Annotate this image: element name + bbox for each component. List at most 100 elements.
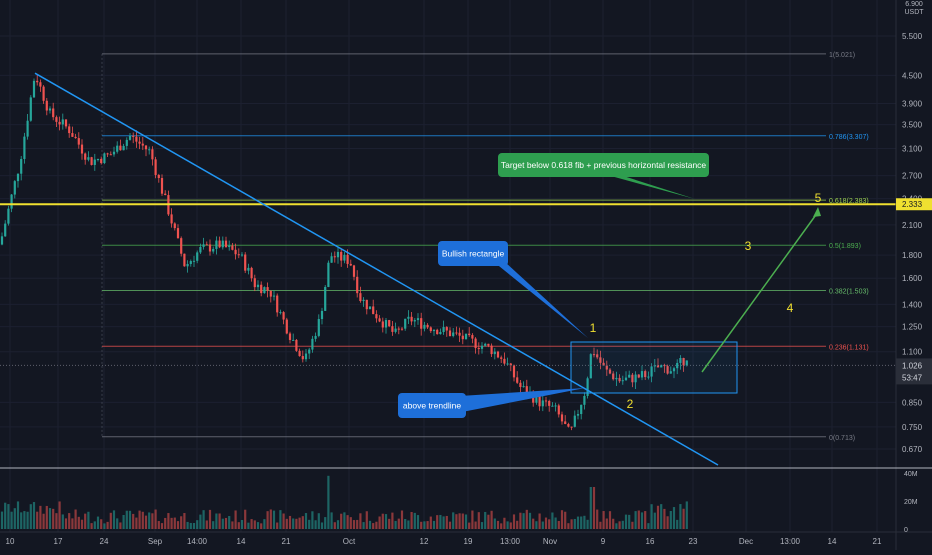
candle-body: [621, 380, 624, 382]
candle-body: [176, 228, 180, 239]
volume-bar: [330, 512, 333, 529]
volume-bar: [231, 521, 234, 529]
volume-bar: [439, 514, 442, 529]
candle-body: [244, 254, 247, 271]
volume-bar: [423, 521, 426, 529]
candle-body: [637, 374, 640, 378]
volume-bar: [612, 518, 615, 529]
trendline-callout-box: [398, 393, 466, 418]
volume-bar: [224, 517, 228, 529]
volume-bar: [551, 512, 554, 529]
candle-body: [164, 193, 167, 196]
candle-body: [608, 369, 612, 374]
candle-body: [439, 332, 442, 335]
volume-bar: [477, 512, 480, 529]
candle-body: [429, 327, 432, 332]
current-price-tag: 1.026: [902, 361, 923, 370]
candle-body: [679, 358, 682, 363]
volume-bar: [68, 513, 71, 529]
volume-bar: [199, 514, 202, 529]
candle-body: [404, 318, 407, 329]
candle-body: [509, 363, 512, 366]
candle-body: [378, 318, 381, 322]
candle-body: [327, 262, 330, 287]
candle-body: [64, 119, 68, 127]
volume-bar: [336, 520, 340, 529]
bullish-rectangle: [570, 341, 738, 394]
candle-body: [400, 328, 404, 330]
volume-bar: [525, 509, 528, 529]
volume-bar: [567, 523, 570, 529]
price-tick-label: 4.500: [902, 71, 923, 80]
volume-bar: [167, 513, 170, 529]
candle-body: [548, 400, 551, 406]
volume-bar: [496, 520, 500, 529]
candle-body: [128, 135, 132, 140]
candle-body: [624, 377, 628, 381]
volume-bar: [599, 521, 602, 529]
candle-body: [519, 382, 522, 387]
time-tick-label: 23: [689, 537, 698, 546]
candle-body: [234, 249, 237, 255]
volume-bar: [368, 520, 372, 529]
candle-body: [109, 154, 112, 156]
candle-body: [676, 362, 679, 369]
candle-body: [551, 405, 554, 407]
candle-body: [413, 320, 416, 322]
volume-bar: [605, 518, 608, 529]
candle-body: [336, 251, 340, 258]
candle-body: [445, 327, 448, 331]
volume-bar: [503, 517, 506, 529]
candle-body: [503, 358, 506, 364]
price-axis-top-label: 6.900: [905, 1, 923, 8]
price-tick-label: 1.250: [902, 323, 923, 332]
candle-body: [349, 263, 352, 266]
volume-bar: [7, 504, 10, 529]
candle-body: [458, 332, 461, 336]
volume-bar: [64, 518, 68, 529]
candle-body: [461, 335, 464, 340]
candle-body: [112, 151, 116, 155]
time-tick-label: Dec: [739, 537, 753, 546]
candle-body: [208, 244, 212, 252]
candle-body: [282, 312, 285, 320]
candle-body: [416, 318, 420, 321]
volume-bar: [509, 522, 512, 529]
volume-bar: [170, 517, 173, 529]
volume-bar: [301, 516, 304, 529]
candle-body: [682, 358, 685, 366]
candle-body: [634, 374, 637, 383]
candle-body: [199, 246, 202, 253]
candle-body: [39, 82, 42, 87]
volume-bar: [247, 522, 250, 529]
volume-bar: [564, 511, 567, 529]
volume-bar: [356, 519, 359, 529]
volume-bar: [644, 511, 647, 529]
candle-body: [29, 97, 32, 121]
volume-bar: [484, 511, 487, 529]
volume-bar: [400, 510, 404, 529]
volume-bar: [653, 512, 656, 529]
volume-bar: [365, 511, 368, 529]
volume-bar: [55, 513, 58, 529]
candle-body: [90, 157, 93, 165]
fib-level-label: 0.236(1.131): [829, 344, 869, 351]
fib-level-label: 1(5.021): [829, 52, 855, 59]
drawings[interactable]: 1 2 3 4 5 Target below 0.618 fib + previous h…: [0, 72, 896, 466]
fibonacci-retracement[interactable]: 1(5.021) 0.786(3.307) 0.618(2.383) 0.5(1.89…: [101, 52, 869, 442]
volume-bar: [240, 519, 244, 529]
volume-bar: [26, 511, 29, 529]
candle-body: [580, 404, 583, 415]
volume-bar: [58, 501, 61, 529]
candle-body: [192, 260, 196, 262]
time-tick-label: 14: [828, 537, 837, 546]
volume-bar: [196, 520, 199, 529]
candle-body: [333, 256, 336, 258]
volume-bar: [324, 517, 327, 529]
candle-body: [180, 238, 183, 254]
volume-bar: [679, 504, 682, 529]
volume-bars: [0, 475, 688, 529]
candle-body: [567, 423, 570, 427]
